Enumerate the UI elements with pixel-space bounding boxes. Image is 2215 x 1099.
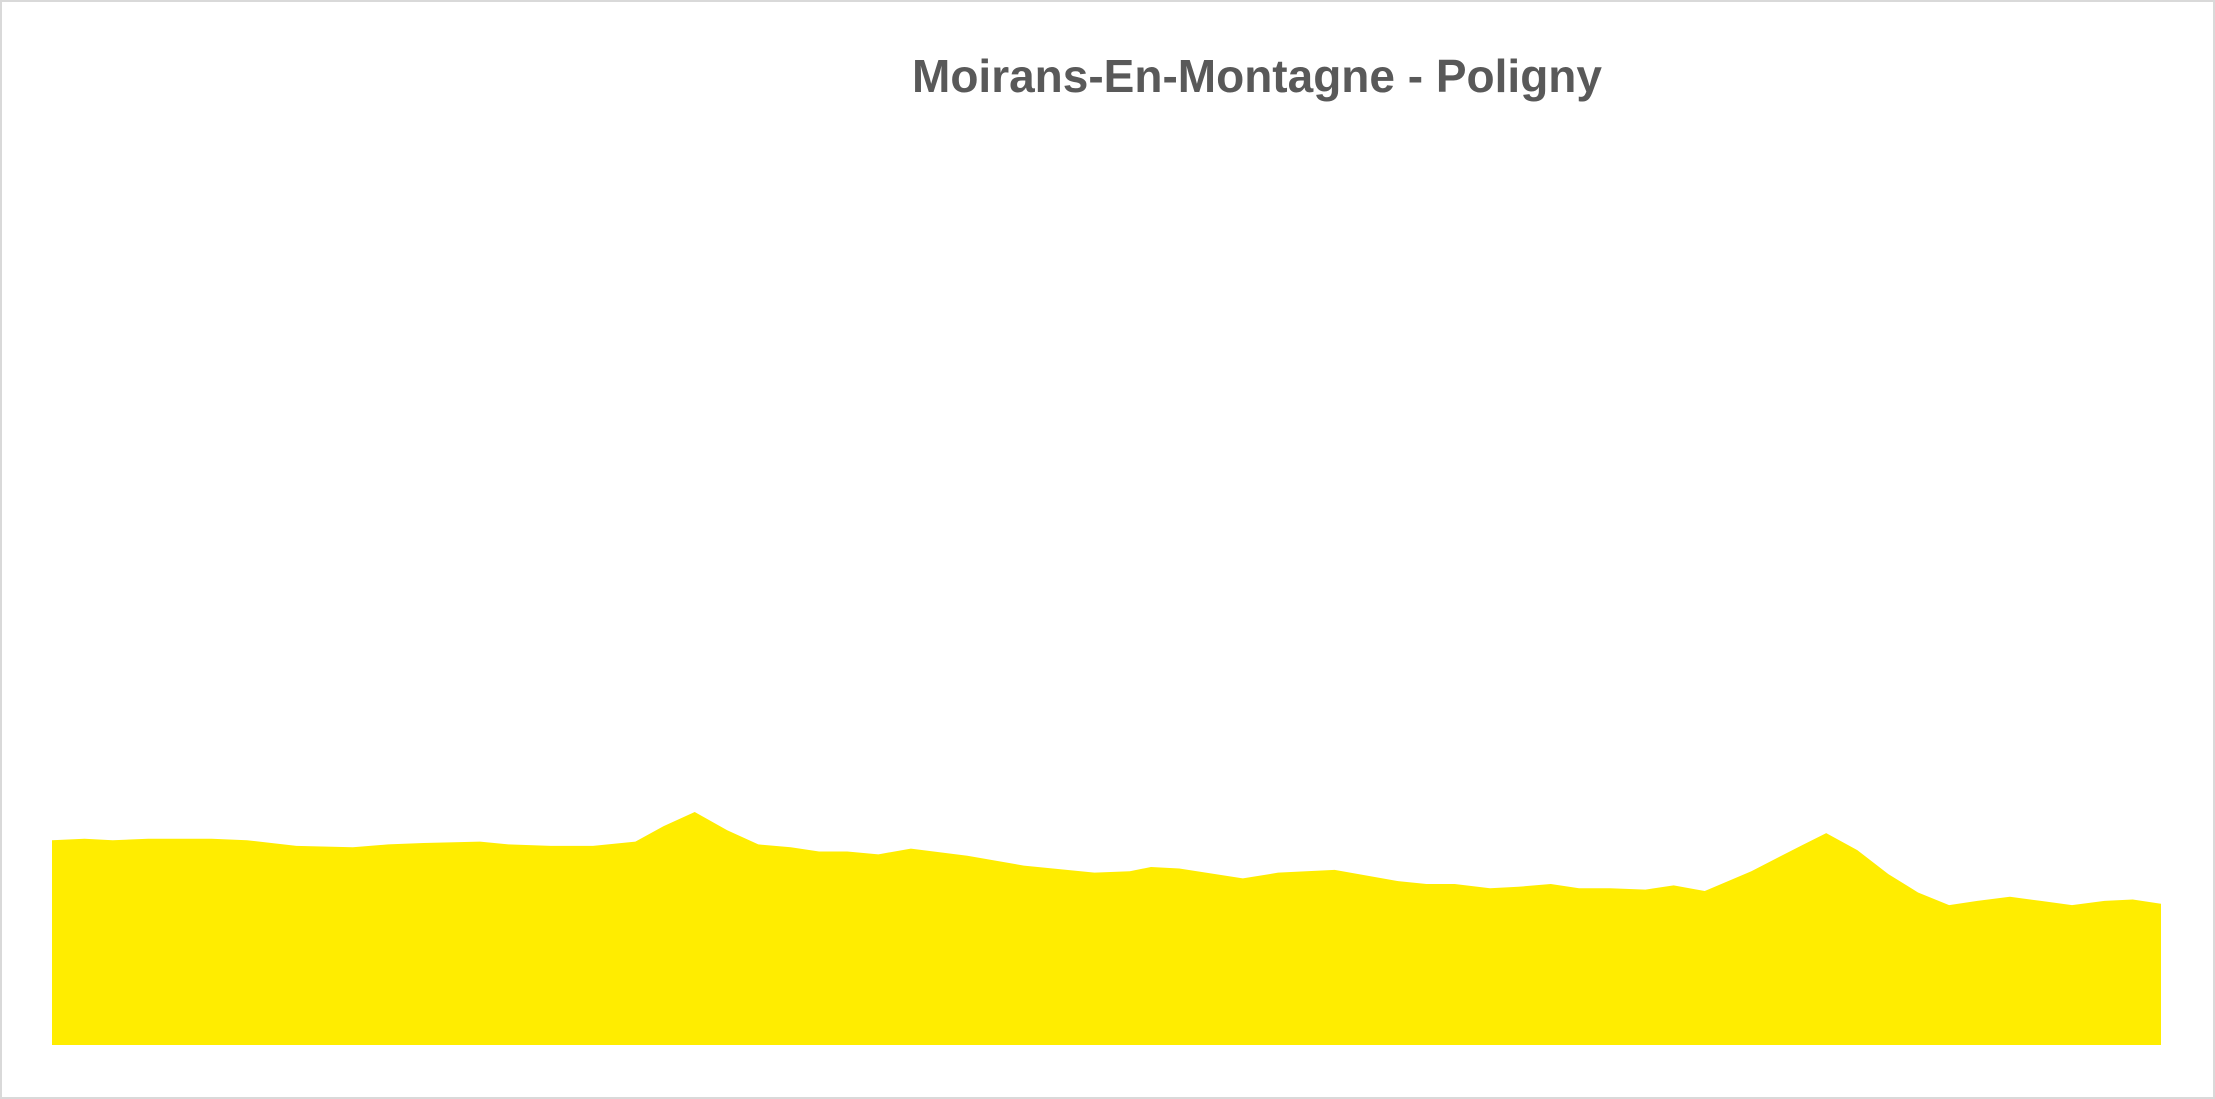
- chart-title: Moirans-En-Montagne - Poligny: [912, 50, 1602, 102]
- elevation-area: [52, 811, 2161, 1045]
